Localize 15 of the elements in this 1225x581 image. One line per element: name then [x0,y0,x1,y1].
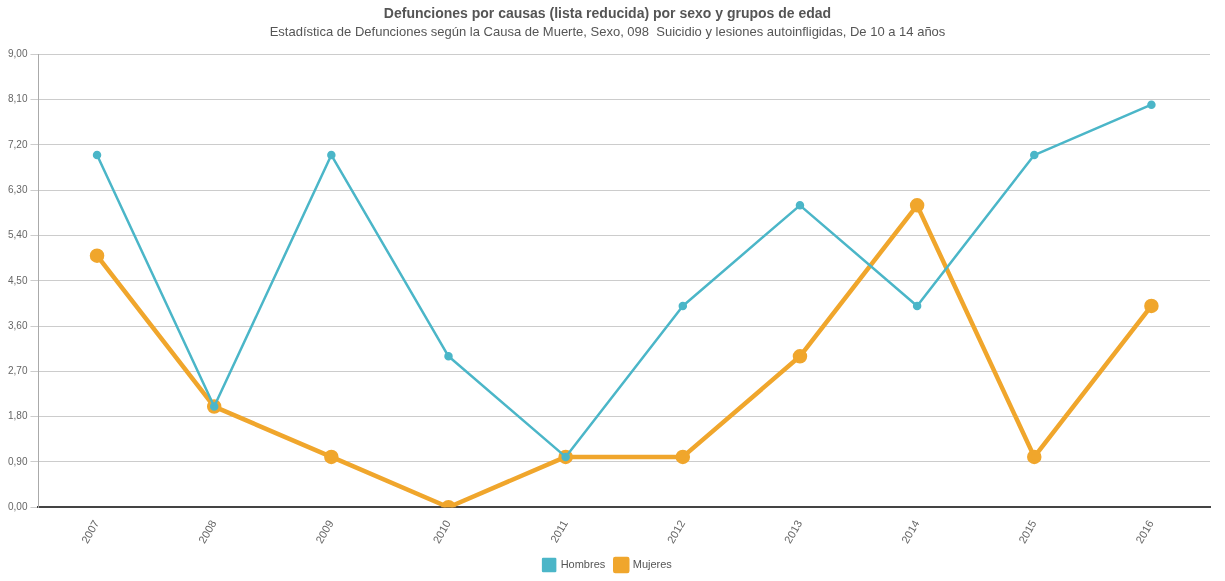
y-tick-label: 4,50 [7,274,28,286]
y-tick-label: 0,90 [7,455,28,467]
y-tick-label: 1,80 [7,410,28,422]
y-tick-label: 5,40 [7,229,28,241]
legend-label: Mujeres [632,558,673,571]
y-tick-label: 7,20 [7,138,28,150]
y-tick-label: 0,00 [7,500,28,512]
y-tick-label: 8,10 [7,93,28,105]
chart-title: Defunciones por causas (lista reducida) por sexo y grupos de edad [383,5,832,22]
y-tick-label: 2,70 [7,365,28,377]
y-tick-label: 9,00 [7,48,28,60]
y-tick-label: 3,60 [7,319,28,331]
legend-label: Hombres [560,558,606,571]
chart-subtitle: Estadística de Defunciones según la Causa de Muerte, Sexo, 098 Suicidio y lesiones autoinfligidas, De 10 a 14 años [269,24,946,40]
y-tick-label: 6,30 [7,183,28,195]
